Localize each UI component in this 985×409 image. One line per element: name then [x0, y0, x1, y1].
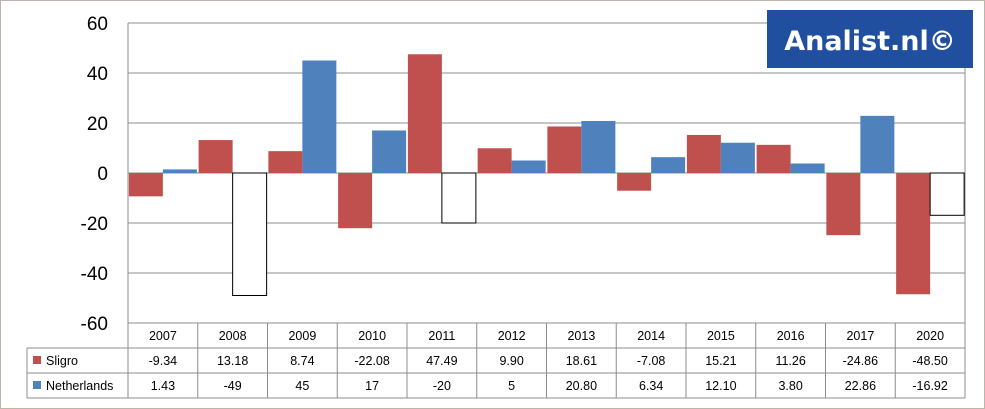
bar-netherlands-2014: [651, 157, 686, 173]
category-label: 2012: [498, 329, 526, 343]
bar-sligro-2008: [198, 140, 233, 173]
bar-netherlands-2008: [232, 172, 268, 296]
bar-sligro-2016: [756, 144, 791, 173]
category-label: 2016: [777, 329, 805, 343]
bar-sligro-2015: [686, 134, 721, 173]
bar-sligro-2007: [128, 173, 163, 197]
legend-swatch-netherlands: [33, 381, 41, 389]
data-label: -20: [433, 379, 451, 393]
bar-sligro-2011: [407, 54, 442, 173]
data-label: -22.08: [354, 354, 389, 368]
category-label: 2011: [428, 329, 455, 343]
bar-sligro-2013: [547, 126, 582, 173]
data-label: 8.74: [290, 354, 314, 368]
data-label: 12.10: [705, 379, 736, 393]
data-label: -9.34: [149, 354, 178, 368]
data-label: 15.21: [705, 354, 736, 368]
category-label: 2010: [358, 329, 386, 343]
bar-netherlands-2009: [302, 60, 337, 173]
category-label: 2017: [846, 329, 874, 343]
data-label: -7.08: [637, 354, 666, 368]
data-label: 13.18: [217, 354, 248, 368]
data-label: 9.90: [499, 354, 523, 368]
bar-sligro-2012: [477, 148, 512, 173]
bar-netherlands-2017: [860, 115, 895, 173]
bars: [128, 54, 965, 296]
category-label: 2015: [707, 329, 735, 343]
y-tick-label: -40: [81, 264, 108, 285]
data-label: 22.86: [845, 379, 876, 393]
bar-sligro-2017: [826, 173, 861, 236]
category-label: 2007: [149, 329, 177, 343]
data-label: -48.50: [912, 354, 947, 368]
analist-logo: Analist.nl©: [767, 10, 973, 68]
bar-netherlands-2012: [511, 160, 546, 173]
category-label: 2014: [637, 329, 665, 343]
bar-netherlands-2007: [162, 169, 197, 173]
data-label: 5: [508, 379, 515, 393]
legend-label-sligro: Sligro: [46, 354, 78, 368]
y-tick-label: 40: [87, 64, 108, 85]
data-label: -24.86: [843, 354, 878, 368]
data-label: 47.49: [426, 354, 457, 368]
logo-background: [767, 10, 973, 68]
bar-netherlands-2013: [581, 121, 616, 173]
category-label: 2008: [219, 329, 247, 343]
data-label: 3.80: [778, 379, 802, 393]
data-label: -16.92: [912, 379, 947, 393]
data-label: 1.43: [151, 379, 175, 393]
y-tick-label: 60: [87, 14, 108, 35]
bar-netherlands-2011: [441, 172, 477, 224]
bar-sligro-2010: [338, 173, 373, 229]
data-label: 6.34: [639, 379, 663, 393]
data-label: 17: [365, 379, 379, 393]
category-label: 2009: [288, 329, 316, 343]
logo-text: Analist.nl©: [784, 26, 956, 57]
data-label: 11.26: [775, 354, 805, 368]
bar-netherlands-2016: [790, 163, 825, 173]
bar-sligro-2009: [268, 151, 303, 173]
y-tick-label: -60: [81, 314, 108, 335]
data-label: 20.80: [566, 379, 597, 393]
bar-sligro-2014: [617, 173, 652, 191]
data-label: -49: [224, 379, 242, 393]
category-label: 2013: [567, 329, 595, 343]
bar-netherlands-2020: [929, 172, 965, 216]
bar-netherlands-2015: [720, 142, 755, 173]
bar-netherlands-2010: [372, 130, 407, 173]
legend-swatch-sligro: [33, 356, 41, 364]
bar-sligro-2020: [896, 173, 931, 295]
category-label: 2020: [916, 329, 944, 343]
y-tick-label: 0: [97, 164, 108, 185]
y-tick-label: 20: [87, 114, 108, 135]
data-label: 18.61: [566, 354, 597, 368]
data-label: 45: [295, 379, 309, 393]
data-table: 2007 2008 2009 2010 2011 2012 2013 2014 2015 2016…: [26, 322, 966, 399]
legend-label-netherlands: Netherlands: [46, 379, 113, 393]
y-tick-label: -20: [81, 214, 108, 235]
y-axis: 60 40 20 0 -20 -40 -60: [81, 14, 966, 335]
